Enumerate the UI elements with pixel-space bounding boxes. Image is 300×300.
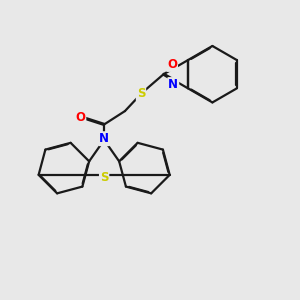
- Text: N: N: [99, 132, 109, 145]
- Text: O: O: [75, 111, 85, 124]
- Text: N: N: [168, 78, 178, 91]
- Text: O: O: [167, 58, 177, 71]
- Text: S: S: [137, 87, 145, 100]
- Text: S: S: [100, 171, 108, 184]
